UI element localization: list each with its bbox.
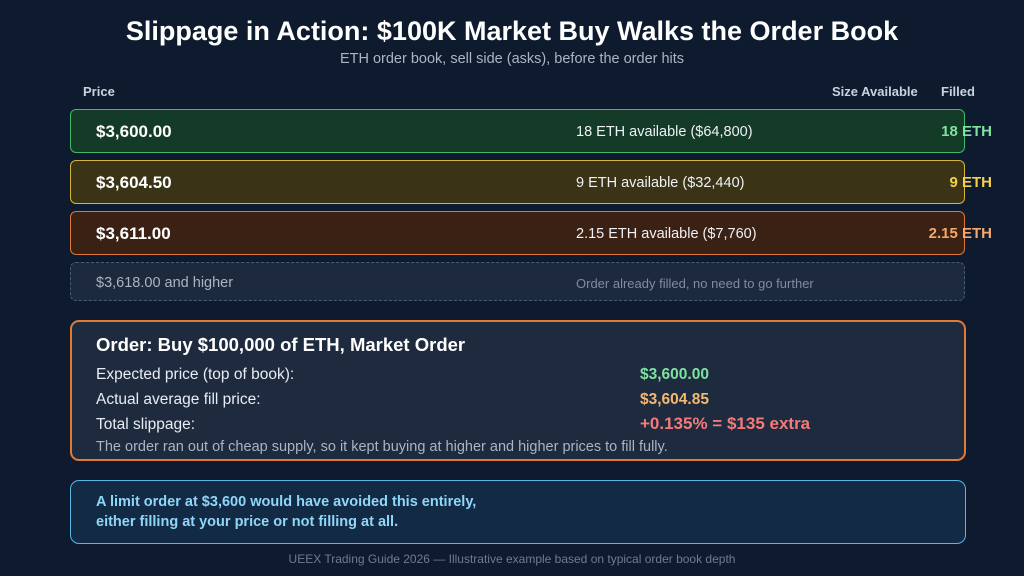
column-header-filled: Filled — [941, 84, 975, 99]
ask-price: $3,600.00 — [96, 122, 172, 141]
ask-size-available: 2.15 ETH available ($7,760) — [576, 226, 757, 242]
ask-price: $3,611.00 — [96, 224, 171, 243]
ask-price: $3,604.50 — [96, 173, 172, 192]
order-book-row-level-3: $3,611.00 2.15 ETH available ($7,760) 2.… — [70, 211, 992, 255]
ask-size-available: 9 ETH available ($32,440) — [576, 175, 745, 191]
order-book-row-level-1: $3,600.00 18 ETH available ($64,800) 18 … — [70, 109, 992, 153]
limit-order-tip-box: A limit order at $3,600 would have avoid… — [70, 480, 966, 544]
expected-price-value: $3,600.00 — [640, 366, 709, 383]
ask-price: $3,618.00 and higher — [96, 275, 234, 291]
slippage-label: Total slippage: — [96, 416, 196, 433]
ask-size-available: Order already filled, no need to go furt… — [576, 276, 814, 291]
order-explanation-note: The order ran out of cheap supply, so it… — [96, 439, 668, 455]
column-header-size: Size Available — [832, 84, 918, 99]
ask-filled-amount: 2.15 ETH — [928, 225, 992, 242]
ask-filled-amount: 18 ETH — [941, 123, 992, 140]
order-book-row-level-2: $3,604.50 9 ETH available ($32,440) 9 ET… — [70, 160, 992, 204]
page-title: Slippage in Action: $100K Market Buy Wal… — [125, 16, 899, 46]
actual-price-value: $3,604.85 — [640, 391, 709, 408]
tip-text-line-1: A limit order at $3,600 would have avoid… — [96, 494, 477, 510]
column-header-price: Price — [83, 84, 115, 99]
page-subtitle: ETH order book, sell side (asks), before… — [339, 51, 685, 67]
footer-caption: UEEX Trading Guide 2026 — Illustrative e… — [288, 552, 736, 566]
tip-text-line-2: either filling at your price or not fill… — [96, 514, 399, 530]
ask-filled-amount: 9 ETH — [949, 174, 992, 191]
slippage-value: +0.135% = $135 extra — [640, 414, 811, 433]
order-summary-title: Order: Buy $100,000 of ETH, Market Order — [96, 334, 466, 355]
order-book-row-unused: $3,618.00 and higher Order already fille… — [70, 262, 965, 301]
order-summary-box: Order: Buy $100,000 of ETH, Market Order… — [70, 320, 966, 461]
ask-size-available: 18 ETH available ($64,800) — [576, 124, 753, 140]
expected-price-label: Expected price (top of book): — [96, 366, 295, 383]
actual-price-label: Actual average fill price: — [96, 391, 261, 408]
